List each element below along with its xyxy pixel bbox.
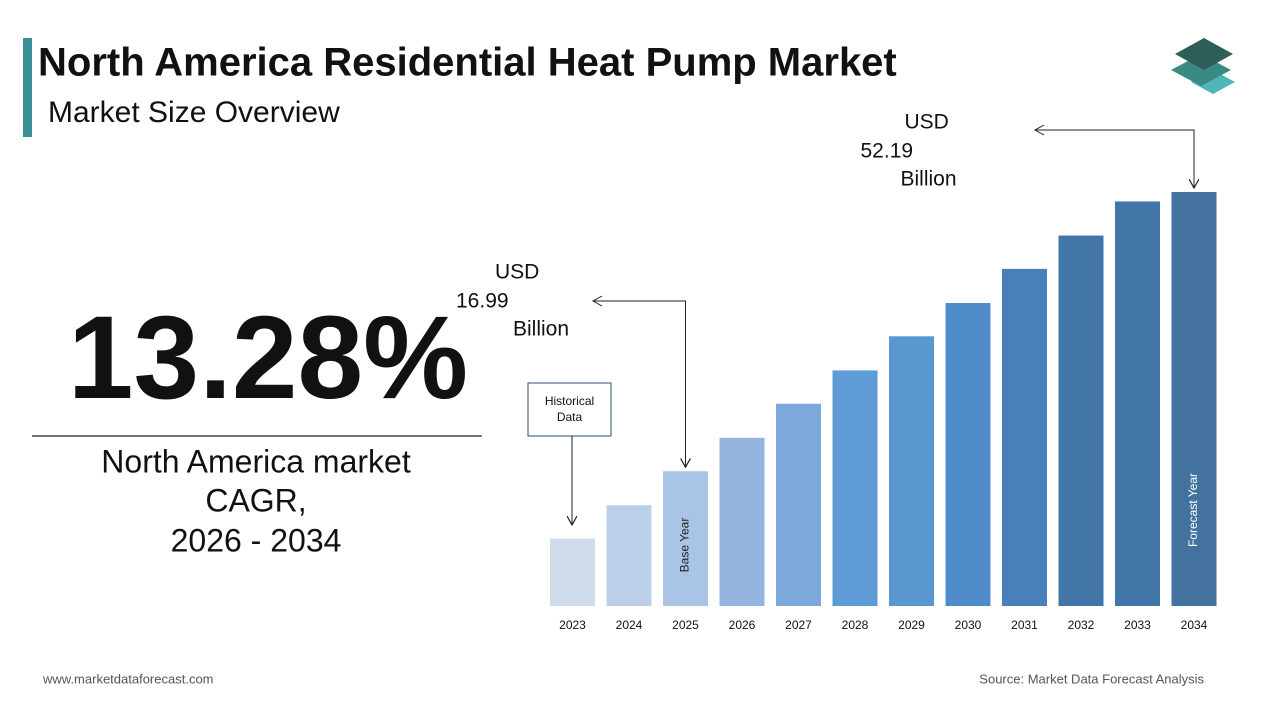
footer-right: Source: Market Data Forecast Analysis — [979, 671, 1204, 686]
x-tick-label: 2032 — [1068, 618, 1095, 632]
bar — [1002, 268, 1047, 606]
cagr-caption: North America market — [101, 443, 411, 479]
bar — [945, 302, 991, 606]
x-tick-label: 2026 — [729, 618, 756, 632]
x-tick-label: 2024 — [616, 618, 643, 632]
bar — [1058, 235, 1104, 606]
value-prefix: USD — [905, 111, 949, 134]
arrow-head — [591, 295, 603, 307]
arrow — [1035, 129, 1194, 187]
x-tick-label: 2025 — [672, 618, 699, 632]
bar — [663, 471, 708, 606]
cagr-caption: CAGR, — [205, 482, 306, 518]
value-unit: Billion — [901, 168, 957, 191]
x-tick-label: 2029 — [898, 618, 925, 632]
x-tick-label: 2028 — [842, 618, 869, 632]
x-tick-label: 2027 — [785, 618, 812, 632]
bar — [1115, 201, 1160, 606]
arrow — [593, 300, 686, 466]
bar — [889, 336, 934, 606]
logo — [1171, 38, 1235, 94]
bar — [719, 437, 765, 606]
cagr-value: 13.28% — [68, 292, 468, 424]
x-tick-label: 2023 — [559, 618, 586, 632]
bar-label: Forecast Year — [1186, 473, 1200, 547]
value-unit: Billion — [513, 318, 569, 341]
footer-left: www.marketdataforecast.com — [42, 671, 214, 686]
x-tick-label: 2031 — [1011, 618, 1038, 632]
cagr-caption: 2026 - 2034 — [171, 522, 342, 558]
x-tick-label: 2033 — [1124, 618, 1151, 632]
bar — [550, 538, 595, 606]
x-tick-label: 2030 — [955, 618, 982, 632]
bar — [776, 403, 821, 606]
historical-box — [527, 382, 612, 437]
historical-note: Historical — [545, 394, 594, 408]
value-prefix: USD — [495, 261, 539, 284]
bar — [606, 505, 652, 606]
bar — [1171, 192, 1217, 606]
arrow-head — [1033, 124, 1045, 136]
title: North America Residential Heat Pump Mark… — [38, 41, 897, 85]
value-label: 16.99 — [456, 290, 509, 313]
historical-note: Data — [557, 410, 583, 424]
subtitle: Market Size Overview — [48, 96, 340, 129]
bar — [832, 370, 878, 606]
value-label: 52.19 — [861, 140, 914, 163]
x-tick-label: 2034 — [1181, 618, 1208, 632]
bar-label: Base Year — [678, 518, 692, 573]
title-accent — [23, 38, 32, 137]
